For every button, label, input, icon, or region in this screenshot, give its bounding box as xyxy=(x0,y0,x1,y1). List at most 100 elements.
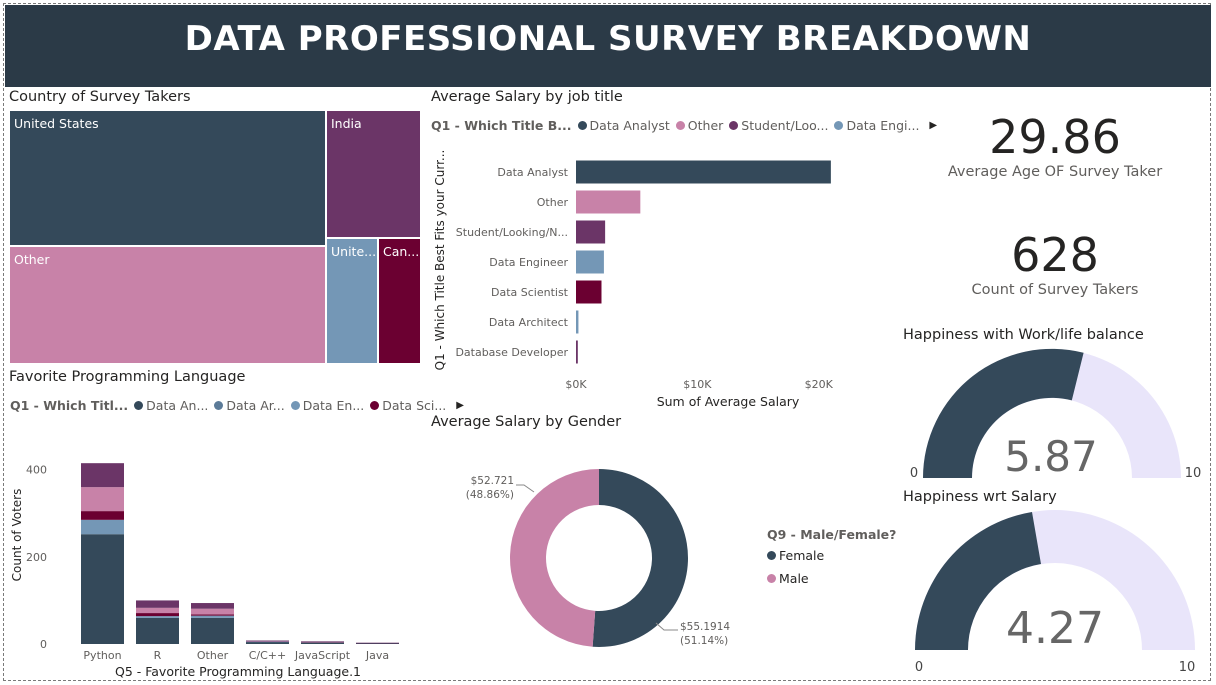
bar-segment[interactable] xyxy=(301,641,344,643)
bar-segment[interactable] xyxy=(81,463,124,488)
legend-title: Q1 - Which Title B... xyxy=(431,118,572,133)
bar[interactable] xyxy=(576,280,602,304)
category-label: Data Engineer xyxy=(489,256,568,269)
legend-item[interactable]: Data Analyst xyxy=(577,118,670,133)
gauge-max: 10 xyxy=(1179,660,1196,675)
bar[interactable] xyxy=(576,250,604,274)
bar-segment[interactable] xyxy=(191,608,234,615)
bar[interactable] xyxy=(576,190,641,214)
bar-segment[interactable] xyxy=(246,641,289,644)
bar[interactable] xyxy=(576,340,578,364)
card-value: 628 xyxy=(1011,228,1099,282)
legend-item[interactable]: Data Ar... xyxy=(214,398,285,413)
bar-segment[interactable] xyxy=(136,617,179,644)
bar-segment[interactable] xyxy=(81,511,124,520)
bar-segment[interactable] xyxy=(136,613,179,617)
bar[interactable] xyxy=(576,220,606,244)
legend-item[interactable]: Data En... xyxy=(290,398,365,413)
legend-swatch xyxy=(767,551,776,560)
legend-swatch xyxy=(767,574,776,583)
tile-label: Unite... xyxy=(331,244,377,259)
legend-item[interactable]: Data Sci... xyxy=(370,398,446,413)
bar-segment[interactable] xyxy=(246,640,289,642)
treemap-tile-other[interactable]: Other xyxy=(9,246,326,364)
bar-segment[interactable] xyxy=(191,617,234,644)
legend-next-arrow-icon[interactable]: ▶ xyxy=(929,120,938,131)
treemap-tile-united-kingdom[interactable]: Unite... xyxy=(326,238,378,364)
count-card[interactable]: 628 Count of Survey Takers xyxy=(935,228,1175,298)
bar-segment[interactable] xyxy=(356,642,399,644)
bar-segment[interactable] xyxy=(136,616,179,618)
bar[interactable] xyxy=(576,310,579,334)
legend-label: Data En... xyxy=(302,398,365,413)
gauge-salary-title: Happiness wrt Salary xyxy=(903,489,1057,505)
legend-next-arrow-icon[interactable]: ▶ xyxy=(456,400,464,411)
y-tick-label: 200 xyxy=(26,551,47,564)
gender-legend: Q9 - Male/Female? Female Male xyxy=(767,527,896,586)
bar-segment[interactable] xyxy=(356,643,399,644)
bar-segment[interactable] xyxy=(191,603,234,609)
bar-segment[interactable] xyxy=(191,614,234,616)
legend-item[interactable]: Data An... xyxy=(134,398,208,413)
bar-segment[interactable] xyxy=(136,600,179,608)
salary-happiness-gauge[interactable]: 4.27 0 10 xyxy=(895,505,1215,675)
bar-segment[interactable] xyxy=(81,534,124,644)
treemap-tile-canada[interactable]: Can... xyxy=(378,238,421,364)
legend-item[interactable]: Male xyxy=(767,571,896,586)
category-label: Other xyxy=(537,196,569,209)
gauge-worklife-title: Happiness with Work/life balance xyxy=(903,327,1144,343)
treemap-tile-united-states[interactable]: United States xyxy=(9,110,326,246)
bar-segment[interactable] xyxy=(246,640,289,642)
treemap-tile-india[interactable]: India xyxy=(326,110,421,238)
tile-label: Can... xyxy=(383,244,420,259)
x-tick-label: $0K xyxy=(565,378,587,391)
legend-swatch xyxy=(370,401,380,410)
legend-label: Other xyxy=(687,118,724,133)
legend-item[interactable]: Other xyxy=(675,118,724,133)
legend-title: Q1 - Which Titl... xyxy=(10,398,129,413)
legend-item[interactable]: Female xyxy=(767,548,896,563)
legend-title: Q9 - Male/Female? xyxy=(767,527,897,542)
data-label: (48.86%) xyxy=(466,489,514,501)
gauge-fill xyxy=(922,348,1084,478)
legend-swatch xyxy=(675,121,685,130)
x-tick-label: JavaScript xyxy=(294,649,351,662)
worklife-gauge[interactable]: 5.87 0 10 xyxy=(895,345,1215,485)
data-label: (51.14%) xyxy=(680,635,728,647)
legend-label: Data Ar... xyxy=(226,398,285,413)
x-axis-label: Q5 - Favorite Programming Language.1 xyxy=(115,664,361,679)
legend-swatch xyxy=(577,121,587,130)
tile-label: Other xyxy=(14,252,50,267)
treemap-title: Country of Survey Takers xyxy=(9,89,191,105)
bar-segment[interactable] xyxy=(246,641,289,643)
legend-label: Data Sci... xyxy=(382,398,447,413)
gauge-value: 5.87 xyxy=(1004,432,1098,481)
lang-chart-legend: Q1 - Which Titl... Data An... Data Ar...… xyxy=(10,398,464,413)
avg-age-card[interactable]: 29.86 Average Age OF Survey Taker xyxy=(935,110,1175,180)
legend-label: Female xyxy=(779,548,825,563)
legend-label: Male xyxy=(779,571,809,586)
lang-stacked-bar-chart[interactable]: 0 200 400 Python R Other C/C++ JavaScript Java Q5… xyxy=(5,455,425,680)
bar-segment[interactable] xyxy=(136,607,179,614)
gauge-max: 10 xyxy=(1185,466,1202,481)
salary-by-title-bar-chart[interactable]: Data Analyst Other Student/Looking/N... Dat… xyxy=(428,140,868,415)
salary-title-chart-title: Average Salary by job title xyxy=(431,89,623,105)
y-axis-label: Q1 - Which Title Best Fits your Curr... xyxy=(433,150,447,371)
y-axis-label: Count of Voters xyxy=(10,489,24,582)
bar-segment[interactable] xyxy=(191,615,234,618)
bar-segment[interactable] xyxy=(81,487,124,512)
legend-item[interactable]: Data Engi... xyxy=(834,118,919,133)
legend-swatch xyxy=(290,401,300,410)
legend-item[interactable]: Student/Loo... xyxy=(729,118,828,133)
bar-segment[interactable] xyxy=(301,642,344,644)
donut-slice[interactable] xyxy=(510,469,599,647)
bar[interactable] xyxy=(576,160,831,184)
category-label: Data Analyst xyxy=(497,166,568,179)
x-tick-label: C/C++ xyxy=(249,649,287,662)
bar-segment[interactable] xyxy=(301,641,344,643)
bar-segment[interactable] xyxy=(81,519,124,535)
salary-by-gender-donut-chart[interactable]: $55.1914 (51.14%) $52.721 (48.86%) xyxy=(428,440,758,670)
x-tick-label: Python xyxy=(83,649,121,662)
gauge-fill xyxy=(915,512,1041,650)
donut-slice[interactable] xyxy=(592,469,688,647)
